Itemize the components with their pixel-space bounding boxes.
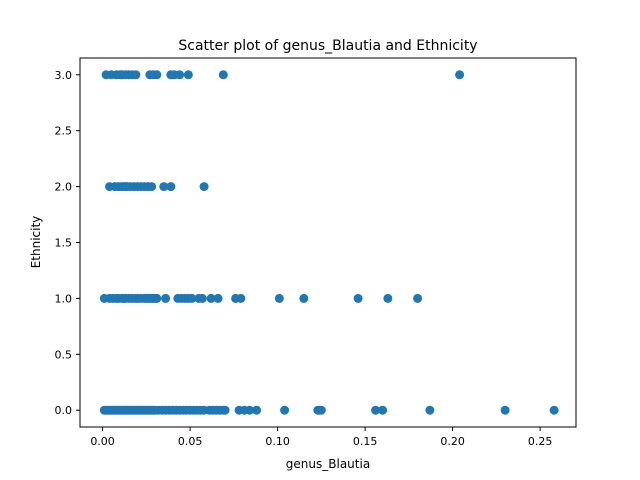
- data-point: [161, 293, 171, 303]
- y-tick-label: 1.5: [55, 237, 73, 250]
- points-layer: [99, 70, 559, 415]
- data-point: [175, 70, 185, 80]
- y-tick-label: 2.5: [55, 125, 73, 138]
- data-point: [147, 182, 157, 192]
- x-tick-label: 0.05: [178, 435, 203, 448]
- data-point: [159, 182, 169, 192]
- x-axis-ticks: 0.00 0.05 0.10 0.15 0.20 0.25: [90, 427, 552, 448]
- data-point: [425, 405, 435, 415]
- data-point: [131, 70, 141, 80]
- data-point: [236, 293, 246, 303]
- plot-frame: [79, 57, 577, 428]
- data-point: [218, 70, 228, 80]
- data-point: [252, 405, 262, 415]
- x-axis-label: genus_Blautia: [286, 457, 370, 471]
- data-point: [299, 293, 309, 303]
- y-tick-label: 0.5: [55, 348, 73, 361]
- y-tick-label: 2.0: [55, 181, 73, 194]
- data-point: [166, 182, 176, 192]
- y-tick-label: 1.0: [55, 292, 73, 305]
- y-tick-label: 3.0: [55, 69, 73, 82]
- x-tick-label: 0.00: [90, 435, 115, 448]
- y-tick-label: 0.0: [55, 404, 73, 417]
- data-point: [383, 293, 393, 303]
- data-point: [152, 70, 162, 80]
- data-point: [199, 182, 209, 192]
- chart-title: Scatter plot of genus_Blautia and Ethnic…: [178, 38, 477, 54]
- data-point: [206, 293, 216, 303]
- data-point: [183, 70, 193, 80]
- data-point: [371, 405, 381, 415]
- x-tick-label: 0.25: [528, 435, 553, 448]
- data-point: [197, 293, 207, 303]
- data-point: [316, 405, 326, 415]
- x-tick-label: 0.15: [353, 435, 378, 448]
- plot-area: [80, 58, 576, 427]
- data-point: [220, 405, 230, 415]
- data-point: [549, 405, 559, 415]
- data-point: [187, 293, 197, 303]
- data-point: [274, 293, 284, 303]
- x-tick-label: 0.20: [440, 435, 465, 448]
- y-axis-ticks: 0.0 0.5 1.0 1.5 2.0 2.5 3.0: [55, 69, 80, 417]
- data-point: [245, 405, 255, 415]
- data-point: [455, 70, 465, 80]
- data-point: [378, 405, 388, 415]
- data-point: [152, 293, 162, 303]
- data-point: [353, 293, 363, 303]
- y-axis-label: Ethnicity: [29, 216, 43, 269]
- data-point: [413, 293, 423, 303]
- data-point: [280, 405, 290, 415]
- x-tick-label: 0.10: [265, 435, 290, 448]
- data-point: [500, 405, 510, 415]
- data-point: [213, 293, 223, 303]
